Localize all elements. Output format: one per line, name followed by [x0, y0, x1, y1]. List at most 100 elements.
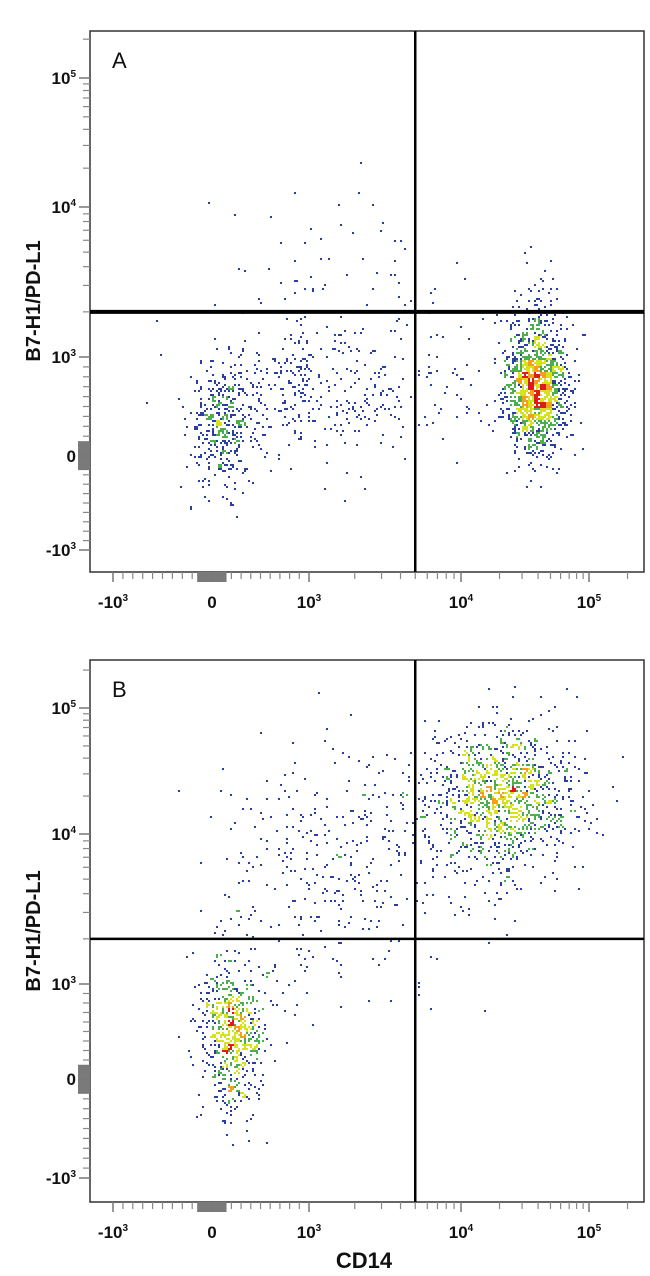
event-dot	[492, 756, 494, 758]
event-dot	[228, 1024, 230, 1026]
event-dot	[518, 764, 520, 766]
event-dot	[206, 1026, 208, 1028]
event-dot	[496, 706, 498, 708]
event-dot	[300, 318, 302, 320]
event-dot	[204, 478, 206, 480]
event-dot	[504, 850, 506, 852]
event-dot	[224, 988, 226, 990]
event-dot	[416, 900, 418, 902]
event-dot	[432, 846, 434, 848]
event-dot	[270, 1044, 272, 1046]
event-dot	[208, 448, 210, 450]
event-dot	[450, 838, 452, 840]
event-dot	[526, 770, 528, 772]
event-dot	[222, 386, 224, 388]
event-dot	[514, 776, 516, 778]
event-dot	[556, 856, 558, 858]
event-dot	[242, 440, 244, 442]
event-dot	[288, 796, 290, 798]
event-dot	[526, 412, 528, 414]
event-dot	[244, 1048, 246, 1050]
event-dot	[528, 440, 530, 442]
event-dot	[492, 802, 494, 804]
event-dot	[196, 428, 198, 430]
event-dot	[214, 1012, 216, 1014]
event-dot	[532, 450, 534, 452]
tick-base: -10	[46, 1169, 71, 1188]
event-dot	[200, 406, 202, 408]
event-dot	[224, 404, 226, 406]
tick-exponent: 5	[70, 699, 76, 710]
event-dot	[500, 798, 502, 800]
event-dot	[528, 384, 530, 386]
event-dot	[262, 426, 264, 428]
event-dot	[324, 866, 326, 868]
event-dot	[536, 384, 538, 386]
event-dot	[446, 816, 448, 818]
event-dot	[404, 830, 406, 832]
event-dot	[546, 338, 548, 340]
event-dot	[550, 408, 552, 410]
event-dot	[538, 418, 540, 420]
event-dot	[228, 396, 230, 398]
event-dot	[532, 766, 534, 768]
event-dot	[570, 800, 572, 802]
event-dot	[484, 830, 486, 832]
event-dot	[504, 774, 506, 776]
event-dot	[212, 404, 214, 406]
event-dot	[222, 1088, 224, 1090]
event-dot	[234, 434, 236, 436]
event-dot	[538, 384, 540, 386]
event-dot	[552, 800, 554, 802]
event-dot	[352, 810, 354, 812]
event-dot	[236, 516, 238, 518]
event-dot	[202, 1038, 204, 1040]
event-dot	[446, 814, 448, 816]
event-dot	[554, 382, 556, 384]
event-dot	[258, 990, 260, 992]
event-dot	[252, 866, 254, 868]
event-dot	[538, 290, 540, 292]
event-dot	[306, 384, 308, 386]
event-dot	[538, 414, 540, 416]
event-dot	[568, 762, 570, 764]
event-dot	[274, 964, 276, 966]
event-dot	[202, 1076, 204, 1078]
event-dot	[472, 792, 474, 794]
event-dot	[428, 806, 430, 808]
event-dot	[548, 348, 550, 350]
event-dot	[498, 768, 500, 770]
event-dot	[516, 300, 518, 302]
event-dot	[552, 366, 554, 368]
event-dot	[368, 1000, 370, 1002]
event-dot	[380, 392, 382, 394]
event-dot	[538, 342, 540, 344]
event-dot	[508, 844, 510, 846]
event-dot	[328, 390, 330, 392]
event-dot	[300, 336, 302, 338]
event-dot	[380, 230, 382, 232]
event-dot	[274, 384, 276, 386]
event-dot	[534, 374, 536, 376]
event-dot	[494, 834, 496, 836]
event-dot	[542, 330, 544, 332]
event-dot	[304, 368, 306, 370]
event-dot	[250, 418, 252, 420]
event-dot	[240, 1034, 242, 1036]
event-dot	[514, 920, 516, 922]
event-dot	[542, 350, 544, 352]
event-dot	[354, 332, 356, 334]
event-dot	[548, 416, 550, 418]
event-dot	[376, 408, 378, 410]
event-dot	[308, 888, 310, 890]
event-dot	[460, 738, 462, 740]
event-dot	[230, 1088, 232, 1090]
event-dot	[544, 378, 546, 380]
event-dot	[222, 452, 224, 454]
event-dot	[524, 778, 526, 780]
event-dot	[526, 404, 528, 406]
event-dot	[536, 796, 538, 798]
event-dot	[490, 812, 492, 814]
event-dot	[292, 418, 294, 420]
event-dot	[260, 394, 262, 396]
